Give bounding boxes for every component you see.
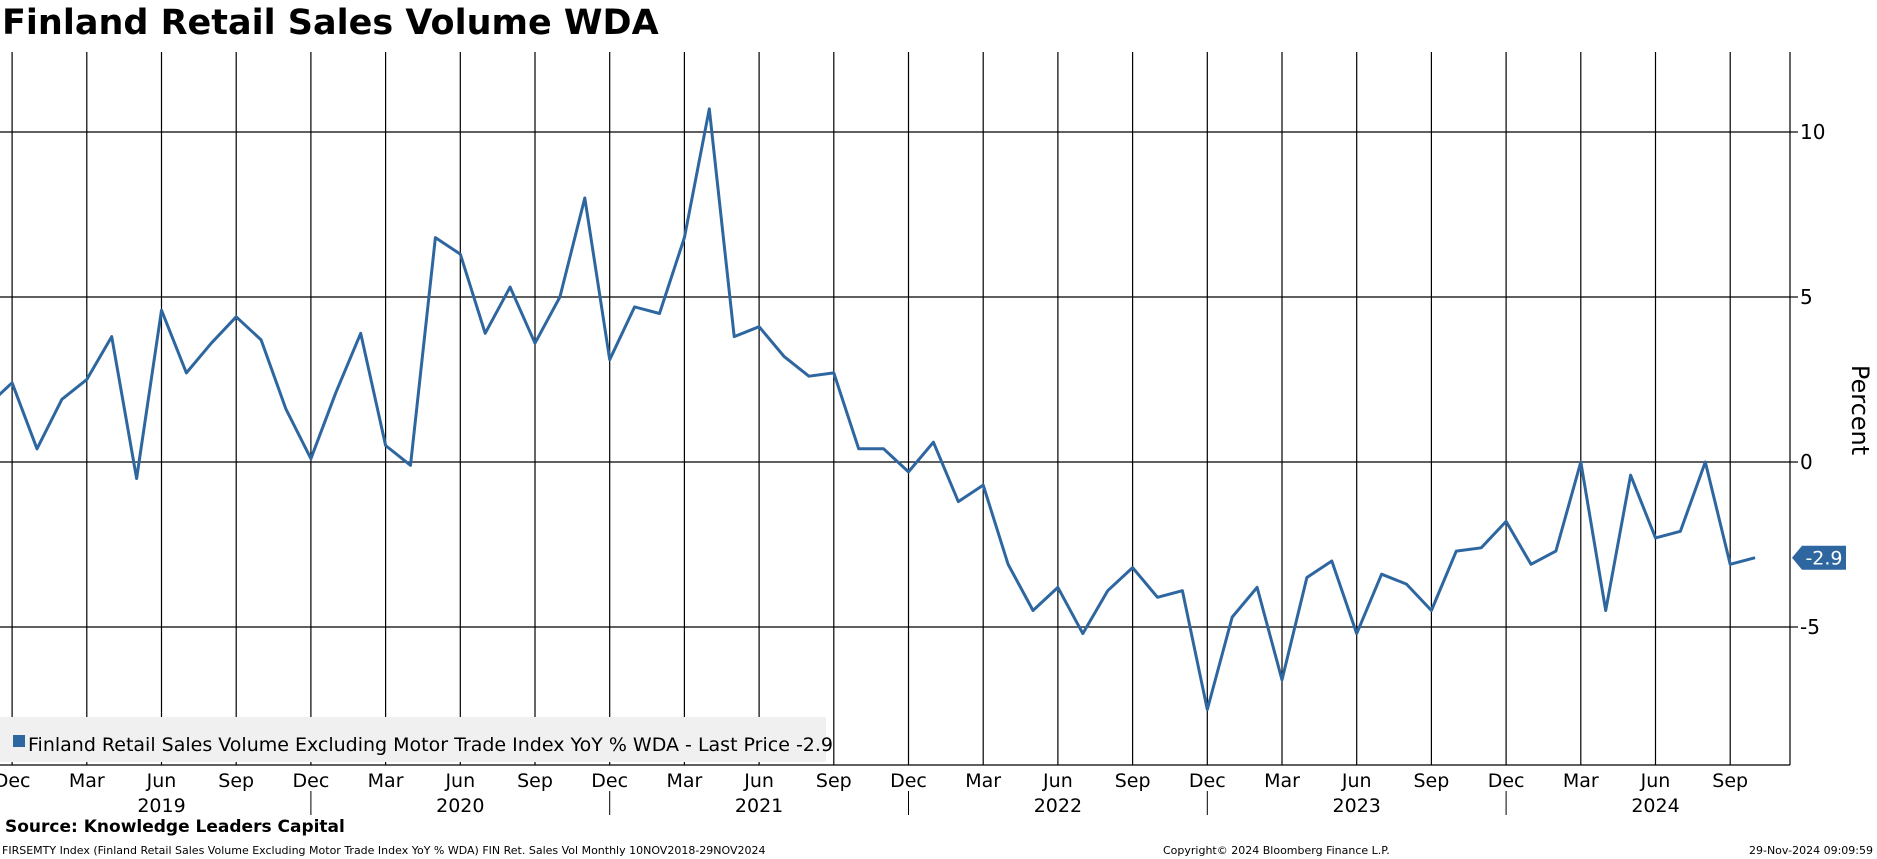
last-value-label: -2.9: [1792, 545, 1846, 570]
line-chart: 10 5 0 -5 Dec Mar Jun Sep Dec Mar Jun Sep Dec Mar Jun…: [0, 52, 1874, 815]
x-tick-label-month: Dec: [293, 770, 330, 792]
vertical-gridlines: [11, 52, 1731, 765]
x-tick-labels: Dec Mar Jun Sep Dec Mar Jun Sep Dec Mar Jun Sep Dec M…: [0, 770, 1748, 815]
x-tick-label-month: Dec: [591, 770, 628, 792]
x-tick-label-month: Mar: [69, 770, 105, 792]
axes: [0, 52, 1798, 766]
legend: Finland Retail Sales Volume Excluding Mo…: [0, 717, 833, 762]
x-tick-label-year: 2020: [436, 795, 484, 815]
chart-title: Finland Retail Sales Volume WDA: [2, 3, 659, 43]
x-tick-label-month: Dec: [0, 770, 30, 792]
x-tick-label-month: Jun: [743, 770, 774, 792]
x-tick-label-month: Mar: [1563, 770, 1599, 792]
y-tick-label: 0: [1800, 450, 1813, 474]
x-tick-label-month: Dec: [1488, 770, 1525, 792]
x-tick-label-month: Sep: [1413, 770, 1449, 792]
x-tick-label-year: 2023: [1333, 795, 1381, 815]
x-tick-label-month: Sep: [517, 770, 553, 792]
x-tick-label-month: Mar: [965, 770, 1001, 792]
x-tick-label-month: Sep: [1115, 770, 1151, 792]
footnote: FIRSEMTY Index (Finland Retail Sales Vol…: [2, 844, 766, 857]
x-tick-label-month: Jun: [1341, 770, 1372, 792]
copyright: Copyright© 2024 Bloomberg Finance L.P.: [1163, 844, 1390, 857]
x-tick-label-month: Jun: [1042, 770, 1073, 792]
x-tick-label-month: Mar: [666, 770, 702, 792]
last-value-tag: [1792, 545, 1846, 570]
x-tick-label-month: Jun: [1640, 770, 1671, 792]
x-tick-label-month: Jun: [146, 770, 177, 792]
x-tick-label-month: Jun: [444, 770, 475, 792]
legend-entry: Finland Retail Sales Volume Excluding Mo…: [28, 734, 833, 756]
source-note: Source: Knowledge Leaders Capital: [5, 817, 345, 837]
y-tick-label: -5: [1800, 615, 1820, 639]
x-tick-label-year: 2021: [735, 795, 783, 815]
x-tick-label-month: Sep: [218, 770, 254, 792]
y-tick-label: 5: [1800, 285, 1813, 309]
y-axis-label: Percent: [1846, 365, 1874, 455]
y-tick-label: 10: [1800, 120, 1825, 144]
y-tick-labels: 10 5 0 -5: [1800, 120, 1825, 639]
legend-swatch: [13, 735, 25, 747]
horizontal-gridlines: [0, 131, 1790, 628]
x-tick-label-year: 2019: [137, 795, 185, 815]
x-tick-label-month: Mar: [1264, 770, 1300, 792]
timestamp: 29-Nov-2024 09:09:59: [1748, 844, 1873, 857]
x-tick-label-month: Sep: [816, 770, 852, 792]
legend-box: [0, 717, 826, 762]
x-tick-label-month: Dec: [1189, 770, 1226, 792]
series-layer: [0, 107, 1756, 711]
x-tick-label-month: Mar: [368, 770, 404, 792]
x-tick-label-month: Dec: [890, 770, 927, 792]
last-value-text: -2.9: [1805, 548, 1842, 570]
series-line: [0, 107, 1756, 711]
x-tick-label-year: 2022: [1034, 795, 1082, 815]
x-tick-label-month: Sep: [1712, 770, 1748, 792]
x-tick-label-year: 2024: [1631, 795, 1679, 815]
